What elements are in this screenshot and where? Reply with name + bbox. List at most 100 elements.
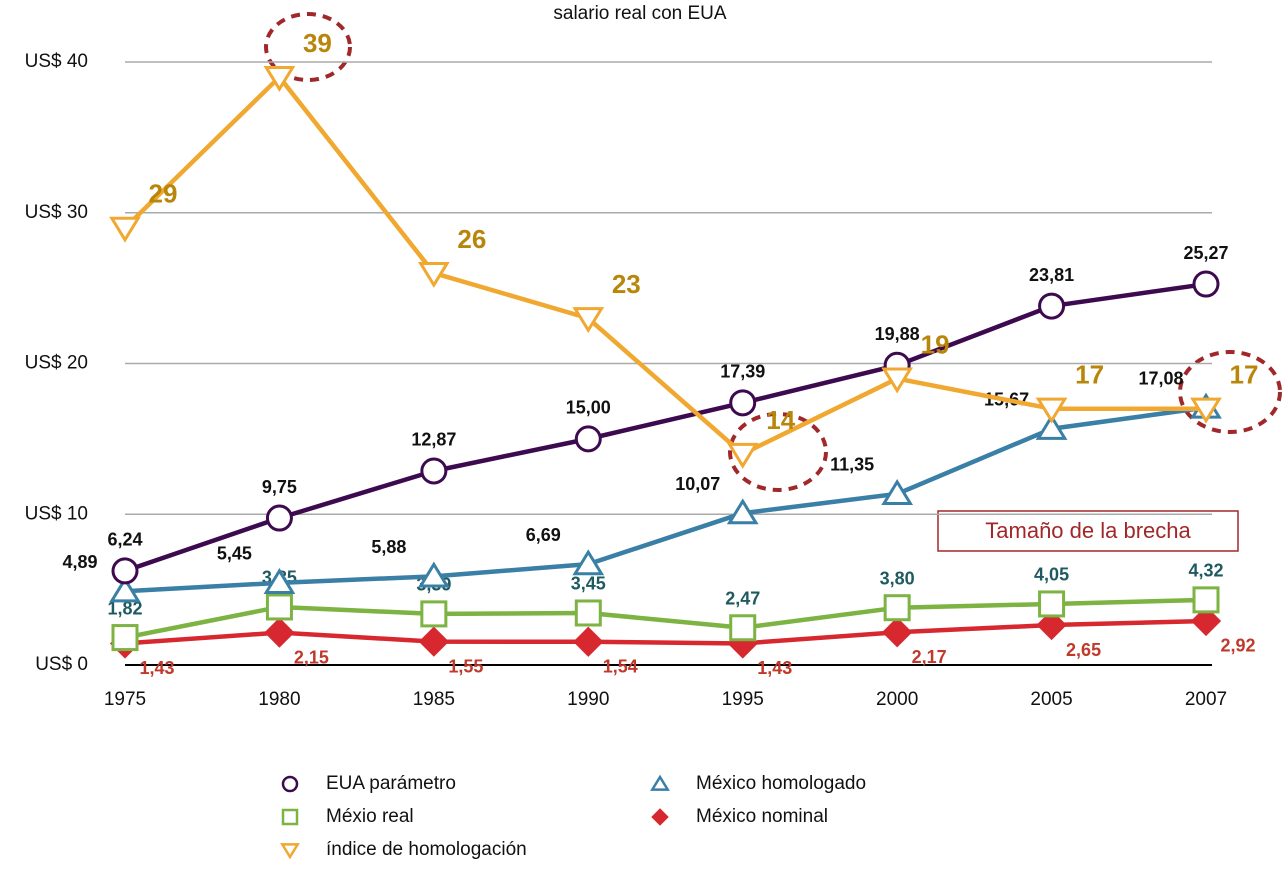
value-label: 10,07 [675,474,720,494]
legend-marker [281,775,299,793]
value-label: 2,47 [725,589,760,609]
value-label: 17 [1230,360,1259,390]
marker [729,614,757,642]
series-line [124,597,1207,640]
value-label: 26 [457,224,486,254]
value-label: 17,39 [720,362,765,382]
marker [417,561,450,588]
series: 29 39 26 23 14 19 17 17 [109,28,1259,469]
highlight-circles [264,12,1282,492]
series-line [124,405,1207,594]
marker [417,261,450,288]
value-label: 5,88 [371,537,406,557]
marker [726,442,759,469]
marker [1038,292,1066,320]
value-label: 2,65 [1066,640,1101,660]
legend-label: México nominal [696,806,828,827]
marker [1190,397,1222,424]
value-label: 5,45 [217,544,252,564]
value-label: 1,43 [757,658,792,678]
marker [1038,590,1066,618]
marker [418,626,449,657]
x-tick-label: 2007 [1185,689,1227,710]
value-label: 4,89 [62,552,97,572]
marker [265,504,293,532]
marker [111,624,139,652]
value-label: 12,87 [411,430,456,450]
marker [572,549,605,576]
value-label: 17 [1075,360,1104,390]
series: 1,823,853,393,452,473,804,054,32 [107,561,1224,652]
legend-label: EUA parámetro [326,773,456,794]
marker [1036,609,1067,641]
x-tick-label: 1980 [258,689,300,710]
x-tick-label: 2000 [876,689,918,710]
marker [573,626,604,657]
legend-marker [650,774,670,791]
series: 6,24 9,75 12,87 15,00 17,39 19,88 23,81 25,27 [107,243,1229,585]
value-label: 4,05 [1034,565,1069,585]
value-label: 1,54 [603,657,638,677]
legend-label: México homologado [696,773,866,794]
marker [881,479,914,505]
value-label: 11,35 [830,455,874,475]
y-tick-label: US$ 0 [35,654,88,675]
annotation: Tamaño de la brecha [985,518,1191,543]
legend-marker [280,843,300,860]
y-tick-label: US$ 10 [25,503,88,524]
x-tick-label: 1995 [722,689,764,710]
value-label: 1,55 [448,656,483,676]
marker [111,557,139,585]
marker [109,216,141,243]
x-tick-label: 1990 [567,689,609,710]
marker [726,498,759,525]
marker [882,617,913,648]
value-label: 9,75 [262,477,297,497]
marker [1190,605,1222,637]
annotation-box [937,510,1239,552]
marker [109,576,141,603]
legend-label: índice de homologación [326,839,527,860]
value-label: 2,17 [912,647,947,667]
y-tick-label: US$ 30 [25,202,88,223]
series-line [124,281,1207,574]
legend-marker [651,808,669,826]
value-label: 29 [149,179,178,209]
value-label: 3,80 [880,568,915,588]
x-tick-label: 1975 [104,689,146,710]
y-tick-label: US$ 20 [25,353,88,374]
legend-label: Méxio real [326,806,414,827]
marker [420,600,448,628]
value-label: 19 [921,329,950,359]
marker [1192,586,1220,614]
marker [1035,413,1068,440]
marker [881,367,914,394]
y-tick-label: US$ 40 [25,51,88,72]
marker [1192,270,1220,298]
marker [263,65,296,92]
value-label: 6,24 [107,530,142,550]
marker [265,593,293,621]
value-label: 2,15 [294,647,329,667]
value-label: 19,88 [875,324,920,344]
value-label: 23 [612,269,641,299]
series-line [124,618,1207,646]
chart-title: salario real con EUA [553,3,727,24]
value-label: 4,32 [1188,561,1223,581]
series-line [123,74,1206,457]
marker [574,599,602,627]
marker [574,425,602,453]
marker [729,389,757,417]
value-label: 39 [303,28,332,58]
value-label: 17,08 [1138,368,1183,388]
marker [572,307,605,334]
marker [263,567,296,594]
value-label: 23,81 [1029,265,1074,285]
value-label: 15,00 [566,398,611,418]
value-label: 2,92 [1220,636,1255,656]
value-label: 25,27 [1183,243,1228,263]
marker [264,617,295,648]
value-label: 14 [766,405,795,435]
